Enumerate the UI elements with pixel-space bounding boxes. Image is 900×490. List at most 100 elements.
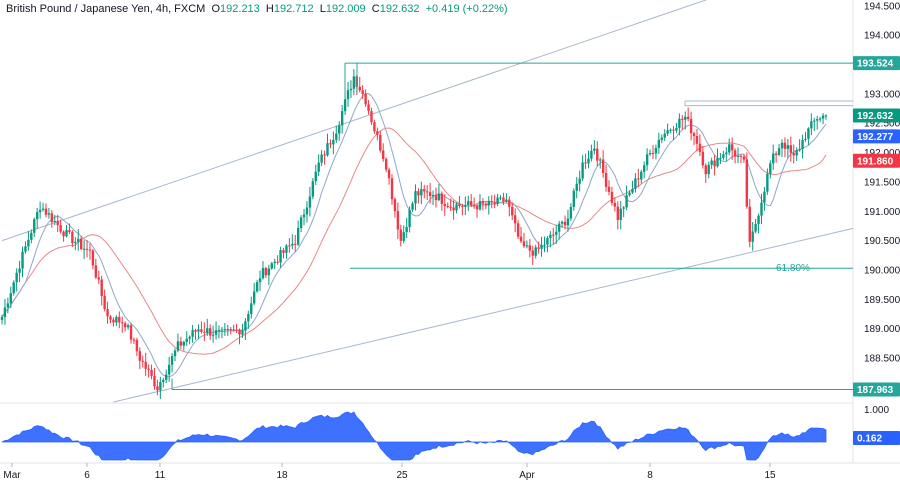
candle-body xyxy=(502,197,505,202)
candle-body xyxy=(634,178,637,189)
candle-body xyxy=(206,328,209,333)
channel-lower-line xyxy=(113,227,854,403)
candle-body xyxy=(675,127,678,131)
candle-body xyxy=(346,90,350,100)
change-value: +0.419 (+0.22%) xyxy=(425,3,508,15)
candle-body xyxy=(590,150,593,159)
candle-body xyxy=(326,143,329,156)
candle-body xyxy=(757,215,760,224)
low-label: L xyxy=(319,3,326,15)
candle-body xyxy=(279,250,282,263)
candle-body xyxy=(678,118,681,128)
time-tick-label: 11 xyxy=(155,470,166,481)
low-level-tag xyxy=(853,382,900,397)
high-value: 192.712 xyxy=(273,3,314,15)
candle-body xyxy=(38,209,42,213)
ma-fast-tag-label: 192.277 xyxy=(857,132,894,143)
candle-body xyxy=(719,157,722,159)
candle-body xyxy=(772,153,775,164)
candle-body xyxy=(684,116,687,120)
candle-body xyxy=(660,137,663,140)
candle-body xyxy=(552,234,555,236)
close-value: 192.632 xyxy=(379,3,420,15)
candle-body xyxy=(599,159,602,161)
candle-body xyxy=(15,272,18,283)
candle-body xyxy=(807,128,810,139)
candle-body xyxy=(255,282,259,292)
candle-body xyxy=(153,375,156,387)
candle-body xyxy=(461,206,464,208)
candle-body xyxy=(340,111,344,126)
candle-body xyxy=(94,265,98,278)
candle-body xyxy=(232,329,235,331)
candle-body xyxy=(563,221,567,226)
candle-body xyxy=(68,230,71,232)
candle-body xyxy=(622,207,625,209)
candle-body xyxy=(707,164,710,175)
candle-body xyxy=(704,165,707,175)
candle-body xyxy=(197,329,200,332)
candle-body xyxy=(185,338,188,342)
candle-body xyxy=(349,88,353,91)
candle-body xyxy=(296,227,300,245)
candle-body xyxy=(821,115,825,119)
price-tick-label: 189.500 xyxy=(864,295,900,306)
candle-body xyxy=(261,268,265,279)
candle-body xyxy=(352,76,356,89)
candle-body xyxy=(208,328,212,336)
candle-body xyxy=(434,195,438,201)
candle-body xyxy=(725,152,728,155)
candle-body xyxy=(739,155,743,157)
candle-body xyxy=(543,244,546,246)
candle-body xyxy=(423,189,426,192)
candle-body xyxy=(692,133,696,136)
candle-body xyxy=(780,142,784,149)
candle-body xyxy=(701,151,705,166)
candle-body xyxy=(165,374,168,380)
candle-body xyxy=(484,203,488,206)
candle-body xyxy=(244,321,247,331)
candle-body xyxy=(525,245,529,247)
candle-body xyxy=(499,197,502,199)
candle-body xyxy=(774,153,778,155)
candle-body xyxy=(24,246,27,252)
high-label: H xyxy=(265,3,274,15)
candle-body xyxy=(745,159,749,207)
candle-body xyxy=(769,163,772,174)
candle-body xyxy=(810,121,813,129)
oscillator-value-tag xyxy=(853,431,900,445)
candle-body xyxy=(587,158,590,164)
candle-body xyxy=(716,158,719,167)
ma-fast-tag xyxy=(853,129,900,144)
candle-body xyxy=(625,195,628,208)
candle-body xyxy=(144,361,147,369)
candle-body xyxy=(555,231,558,235)
candle-body xyxy=(100,279,103,296)
candle-body xyxy=(411,203,414,210)
price-tick-label: 190.500 xyxy=(864,236,900,247)
candle-body xyxy=(138,351,142,361)
high-level-tag xyxy=(853,56,900,71)
candle-body xyxy=(323,154,326,156)
candle-body xyxy=(763,191,766,203)
candle-body xyxy=(223,329,227,331)
time-tick-label: 15 xyxy=(764,470,776,481)
candle-body xyxy=(123,323,127,328)
candle-body xyxy=(103,295,106,309)
candle-body xyxy=(689,119,693,134)
candle-body xyxy=(469,201,473,206)
candle-body xyxy=(211,334,215,336)
candle-body xyxy=(358,86,361,91)
candle-body xyxy=(666,130,669,134)
candle-body xyxy=(804,138,807,140)
candle-body xyxy=(443,203,446,207)
price-tick-label: 189.000 xyxy=(864,324,900,335)
candle-body xyxy=(540,244,543,249)
candle-body xyxy=(62,231,65,237)
candle-body xyxy=(82,248,86,250)
candle-body xyxy=(317,162,320,172)
candle-body xyxy=(549,234,552,238)
candle-body xyxy=(0,317,4,320)
